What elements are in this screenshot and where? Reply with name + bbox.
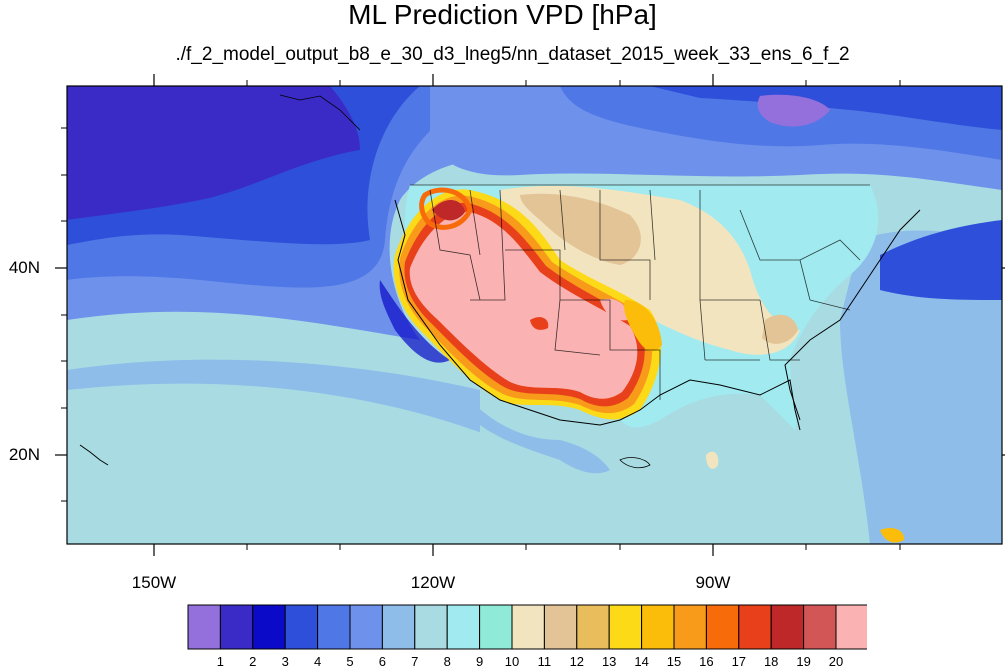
figure-subtitle: ./f_2_model_output_b8_e_30_d3_lneg5/nn_d… (175, 44, 850, 65)
lon-label-120w: 120W (410, 573, 456, 592)
south-warm-spot (880, 528, 905, 543)
colorbar-box (284, 604, 319, 650)
figure-title: ML Prediction VPD [hPa] (348, 0, 657, 30)
colorbar-box (446, 604, 481, 650)
colorbar-box (835, 604, 867, 650)
lon-label-90w: 90W (695, 573, 731, 592)
colorbar-box (770, 604, 805, 650)
mexico-coast-band (470, 400, 610, 474)
canada-purple-patch (757, 94, 830, 127)
colorbar-label: 7 (411, 654, 419, 669)
colorbar-label: 20 (828, 654, 844, 669)
colorbar-box (187, 604, 221, 650)
colorbar-label: 9 (475, 654, 484, 669)
northwest-hot-ring (419, 187, 473, 230)
cuba-outline (619, 457, 651, 469)
colorbar-box (641, 604, 675, 650)
plains-zone-12 (520, 193, 641, 265)
colorbar-label: 8 (443, 654, 451, 669)
colorbar-label: 4 (313, 654, 322, 669)
colorbar-box (219, 604, 254, 650)
colorbar-label: 1 (216, 654, 224, 669)
colorbar-box (608, 604, 643, 650)
colorbar-box (673, 604, 707, 650)
colorbar-label: 3 (281, 654, 289, 669)
colorbar-box (479, 604, 513, 650)
north-pacific-zone-4 (67, 86, 360, 220)
colorbar-label: 14 (634, 654, 649, 669)
coastline-us (394, 199, 801, 431)
caribbean-zone (560, 480, 870, 544)
alaska-coast (279, 94, 361, 131)
colorbar-box (381, 604, 416, 650)
colorbar-box (738, 604, 772, 650)
colorbar-box (317, 604, 351, 650)
southeast-tan-patch (762, 314, 798, 344)
colorbar-box (414, 604, 448, 650)
coastline-east (784, 209, 921, 421)
canada-zone-3 (650, 86, 1002, 130)
colorbar-label: 17 (731, 654, 747, 669)
coastal-dark-blue (379, 280, 450, 363)
colorbar-label: 5 (346, 654, 354, 669)
colorbar-label: 16 (699, 654, 714, 669)
colorbar-box (803, 604, 837, 650)
tropical-band (67, 383, 500, 544)
axis-ticks (55, 74, 1005, 556)
texas-warm-pocket (623, 300, 662, 352)
colorbar-box (705, 604, 740, 650)
colorbar-box (576, 604, 610, 650)
colorbar (187, 604, 867, 650)
minor-ticks (61, 80, 901, 550)
atlantic-zone-1 (840, 230, 1002, 544)
colorbar-label: 6 (378, 654, 386, 669)
vpd-map (55, 74, 1005, 556)
atlantic-dark-band (880, 220, 1002, 300)
colorbar-label: 2 (249, 654, 257, 669)
colorbar-box (543, 604, 578, 650)
colorbar-label: 15 (666, 654, 682, 669)
lon-label-150w: 150W (131, 573, 177, 592)
colorbar-label: 10 (504, 654, 520, 669)
map-field (67, 86, 1002, 544)
state-boundaries (410, 184, 870, 400)
colorbar-box (349, 604, 383, 650)
colorbar-label: 19 (796, 654, 811, 669)
colorbar-label: 18 (763, 654, 779, 669)
colorbar-box (511, 604, 545, 650)
lat-label-20n: 20N (8, 445, 40, 464)
colorbar-label: 11 (537, 654, 552, 669)
yucatan-patch (706, 451, 719, 469)
colorbar-label: 13 (601, 654, 617, 669)
hawaii-islands (79, 444, 109, 466)
lat-label-40n: 40N (8, 258, 40, 277)
colorbar-box (252, 604, 286, 650)
colorbar-label: 12 (569, 654, 585, 669)
southwest-heat (393, 189, 661, 420)
